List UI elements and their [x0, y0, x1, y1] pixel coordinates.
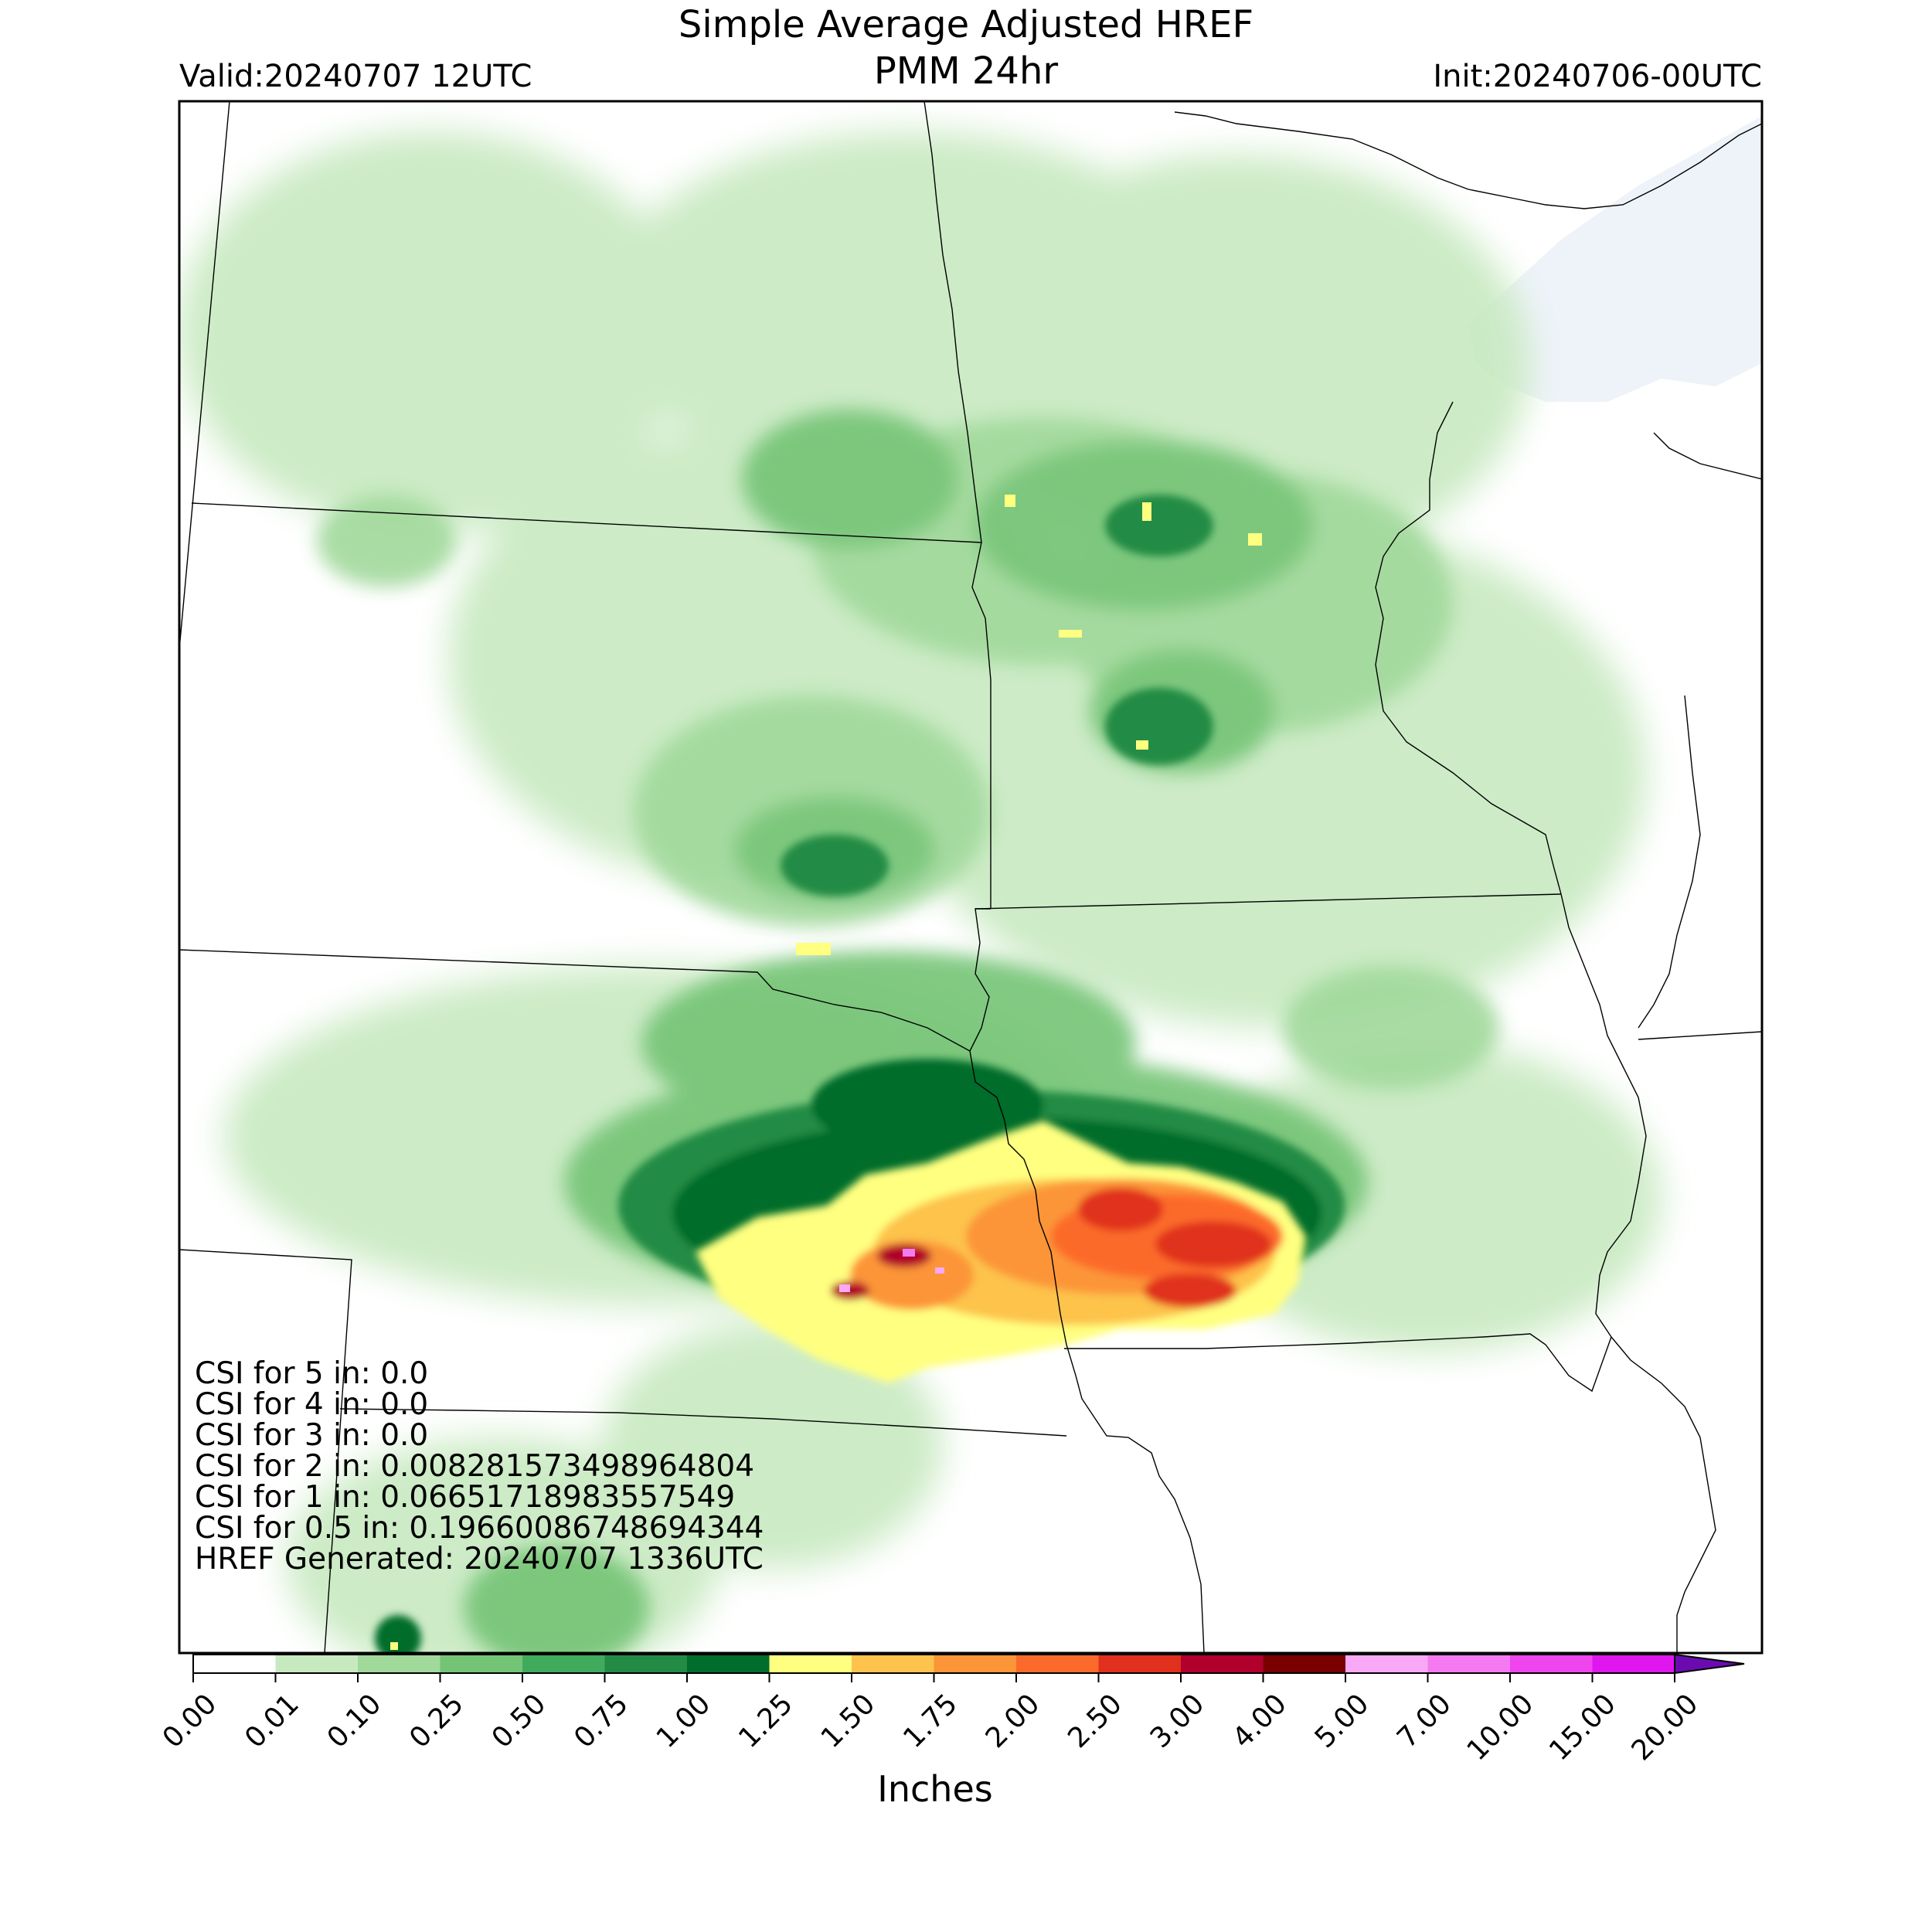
colorbar-tick-label: 20.00: [1626, 1688, 1705, 1767]
colorbar-swatch: [604, 1655, 688, 1673]
colorbar-unit-label: Inches: [877, 1768, 993, 1810]
precip-extreme-core: [696, 1121, 1306, 1383]
colorbar-tick-label: 3.00: [1145, 1688, 1211, 1754]
colorbar-tick-label: 15.00: [1543, 1688, 1622, 1767]
colorbar-swatch: [1016, 1655, 1100, 1673]
valid-time-label: Valid:20240707 12UTC: [179, 59, 532, 94]
colorbar-swatch: [1592, 1655, 1675, 1673]
colorbar-tick-label: 0.10: [321, 1688, 388, 1754]
colorbar-swatch: [852, 1655, 935, 1673]
colorbar-swatch: [1510, 1655, 1594, 1673]
colorbar-swatch: [358, 1655, 441, 1673]
csi-1in-line: CSI for 1 in: 0.06651718983557549: [195, 1480, 736, 1515]
colorbar-swatch: [440, 1655, 523, 1673]
colorbar-swatch: [275, 1655, 359, 1673]
colorbar-swatch: [1427, 1655, 1511, 1673]
csi-05in-line: CSI for 0.5 in: 0.19660086748694344: [195, 1511, 764, 1546]
colorbar-tick-label: 1.75: [897, 1688, 964, 1754]
colorbar-tick-label: 0.00: [157, 1688, 223, 1754]
chart-title: Simple Average Adjusted HREF: [678, 3, 1254, 46]
colorbar-tick-label: 0.25: [403, 1688, 470, 1754]
init-time-label: Init:20240706-00UTC: [1433, 59, 1762, 94]
colorbar-swatch: [934, 1655, 1017, 1673]
colorbar-tick-label: 5.00: [1309, 1688, 1376, 1754]
generated-time-line: HREF Generated: 20240707 1336UTC: [195, 1542, 764, 1577]
colorbar-swatch: [1181, 1655, 1264, 1673]
colorbar-tick-label: 1.50: [815, 1688, 882, 1754]
colorbar-tick-label: 2.50: [1062, 1688, 1128, 1754]
csi-3in-line: CSI for 3 in: 0.0: [195, 1418, 429, 1453]
state-boundaries: [179, 101, 1762, 1653]
colorbar-tick-label: 7.00: [1391, 1688, 1458, 1754]
precip-peak-spots: [390, 495, 1262, 1650]
colorbar-tick-label: 2.00: [980, 1688, 1046, 1754]
colorbar-swatch: [769, 1655, 852, 1673]
chart-subtitle: PMM 24hr: [873, 49, 1059, 93]
colorbar-tick-label: 0.75: [568, 1688, 634, 1754]
colorbar-tick-label: 4.00: [1226, 1688, 1293, 1754]
map-frame: [178, 100, 1764, 1655]
colorbar-swatch: [1263, 1655, 1346, 1673]
colorbar-swatch: [687, 1655, 770, 1673]
colorbar-swatch: [522, 1655, 606, 1673]
csi-5in-line: CSI for 5 in: 0.0: [195, 1356, 429, 1391]
colorbar-extend-arrow: [1674, 1653, 1745, 1675]
csi-4in-line: CSI for 4 in: 0.0: [195, 1387, 429, 1422]
lake-superior: [1468, 116, 1762, 402]
colorbar-tick-label: 0.01: [239, 1688, 305, 1754]
colorbar-tick-label: 1.25: [733, 1688, 799, 1754]
colorbar-swatch: [193, 1655, 277, 1673]
colorbar-tick-label: 10.00: [1461, 1688, 1540, 1767]
csi-2in-line: CSI for 2 in: 0.008281573498964804: [195, 1449, 755, 1484]
csi-stats-panel: CSI for 5 in: 0.0 CSI for 4 in: 0.0 CSI …: [195, 1359, 764, 1575]
colorbar-swatch: [1345, 1655, 1429, 1673]
colorbar-swatch: [1098, 1655, 1182, 1673]
colorbar-tick-label: 1.00: [651, 1688, 717, 1754]
colorbar-tick-label: 0.50: [486, 1688, 553, 1754]
